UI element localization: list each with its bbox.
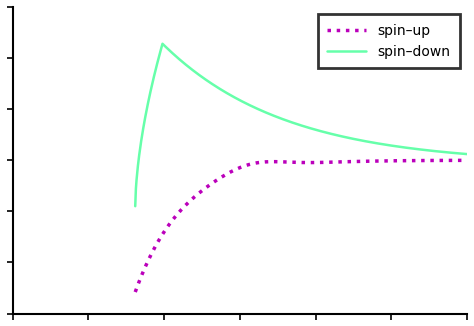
Legend: spin–up, spin–down: spin–up, spin–down [318,14,460,68]
